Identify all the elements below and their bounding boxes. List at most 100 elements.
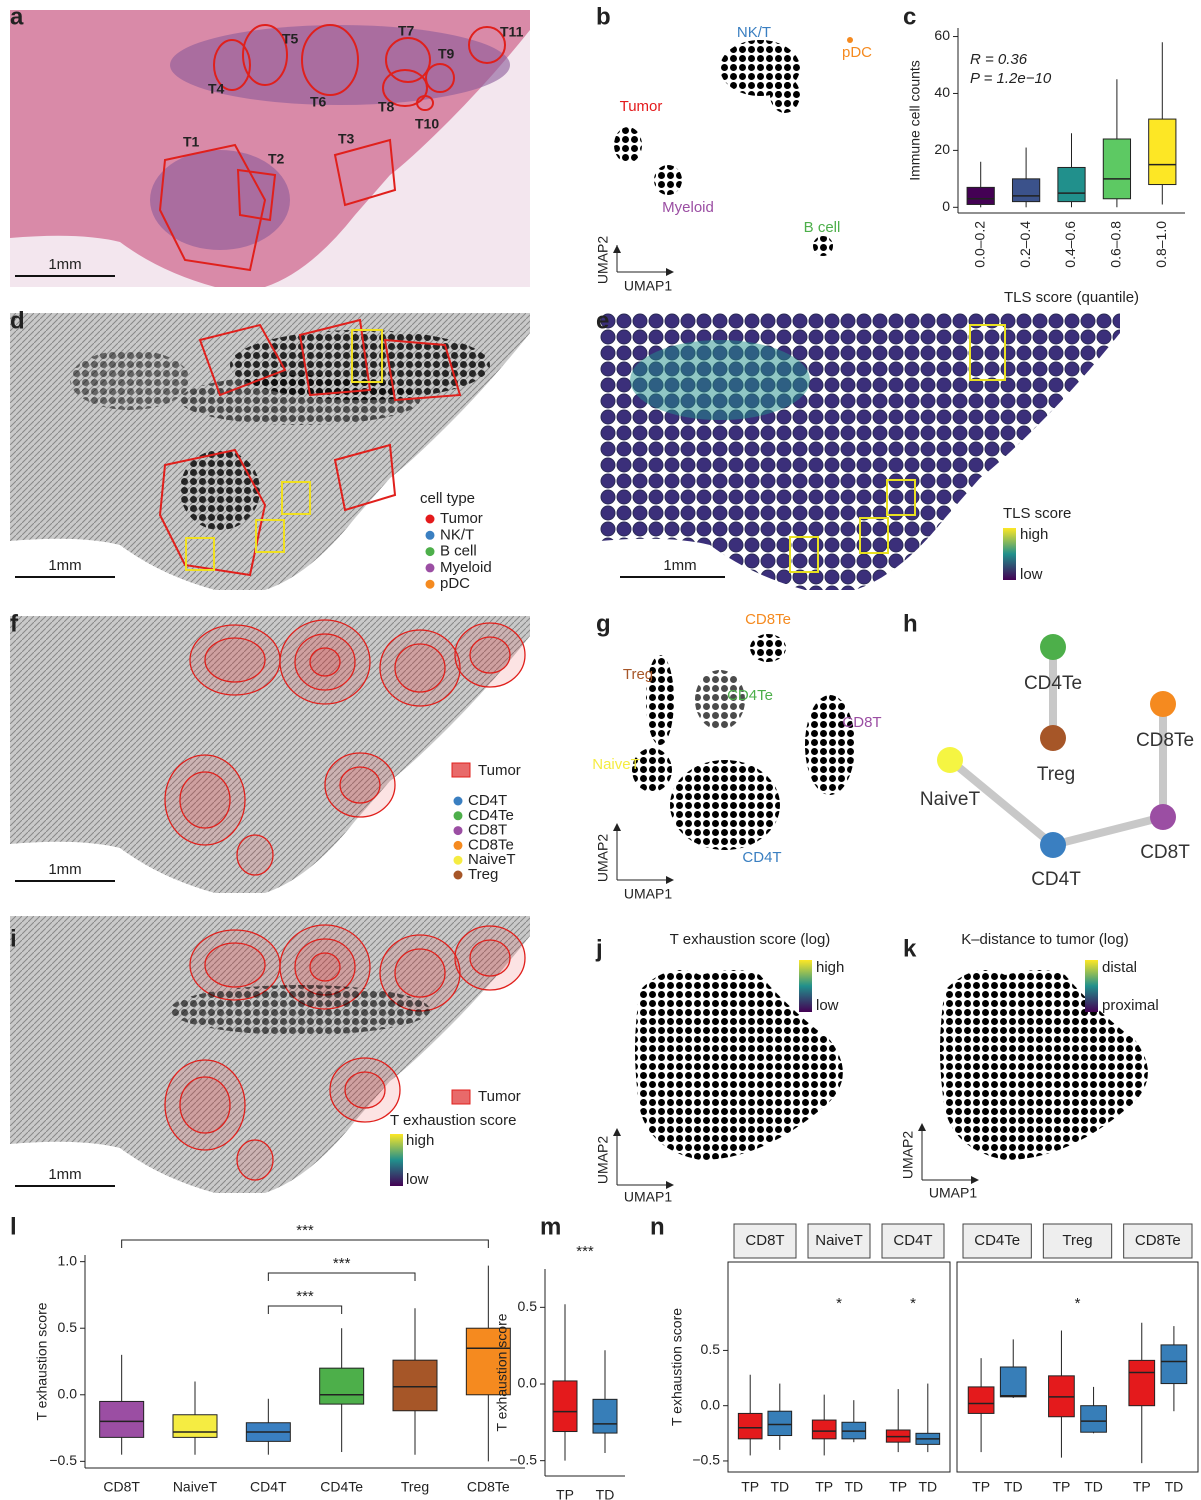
y-tick-label: −0.5 [509, 1451, 537, 1467]
region-label: T5 [282, 31, 299, 47]
node-label: CD4Te [1024, 673, 1082, 694]
graph-node [1040, 725, 1066, 751]
significance-bracket [121, 1239, 489, 1248]
scale-bar-label: 1mm [48, 861, 81, 878]
panel-b: NK/T pDC Tumor Myeloid B cell UMAP2 UMAP… [595, 24, 872, 294]
x-tick-label: CD8Te [467, 1479, 510, 1495]
tumor-contours [164, 619, 526, 876]
x-tick-label: 0.0–0.2 [971, 221, 987, 268]
x-tick-label: TP [741, 1479, 759, 1495]
legend-label: CD8Te [468, 836, 514, 853]
x-tick-label: TP [972, 1479, 990, 1495]
panel-letter: l [10, 1213, 17, 1240]
axis-label: UMAP2 [900, 1131, 916, 1179]
region-label: T7 [398, 23, 415, 39]
x-tick-label: 0.8–1.0 [1153, 221, 1169, 268]
panel-letter: b [596, 3, 611, 30]
cluster-label: CD8T [842, 714, 881, 731]
x-tick-label: TD [1084, 1479, 1103, 1495]
scale-bar-label: 1mm [48, 256, 81, 273]
significance-label: *** [333, 1255, 351, 1272]
annotation: P = 1.2e−10 [970, 70, 1052, 87]
legend-dot [425, 579, 435, 589]
legend-label: Treg [468, 866, 498, 883]
graph-node [937, 747, 963, 773]
y-tick-label: −0.5 [692, 1452, 720, 1468]
legend-dot [453, 796, 463, 806]
legend-label: NaiveT [468, 851, 516, 868]
tumor-outlines [158, 318, 462, 577]
facet-frame [727, 1261, 951, 1473]
axis-label: UMAP2 [595, 1136, 611, 1184]
box [319, 1367, 365, 1405]
annotation: R = 0.36 [970, 51, 1028, 68]
panel-title: T exhaustion score (log) [670, 931, 831, 948]
box [967, 1386, 995, 1414]
node-label: NaiveT [920, 789, 981, 810]
x-tick-label: Treg [401, 1479, 429, 1495]
x-tick-label: NaiveT [173, 1479, 218, 1495]
x-tick-label: TD [1165, 1479, 1184, 1495]
histology-patch [150, 150, 290, 250]
axis-label: UMAP2 [595, 834, 611, 882]
y-tick-label: 0.5 [701, 1341, 721, 1357]
facet-title: CD4Te [974, 1232, 1020, 1249]
axis-label: UMAP1 [624, 886, 672, 902]
panel-letter: f [10, 610, 19, 637]
panel-i: 1mm Tumor T exhaustion score high low [10, 916, 530, 1193]
node-label: CD4T [1031, 869, 1081, 890]
y-tick-label: 1.0 [58, 1252, 78, 1268]
box [552, 1380, 578, 1433]
panel-letter: m [540, 1213, 561, 1240]
annotation: * [836, 1295, 842, 1312]
box [966, 186, 995, 205]
cluster-blob [805, 695, 855, 795]
tls-high-area [630, 340, 810, 420]
y-axis-label: Immune cell counts [907, 60, 923, 181]
box [1102, 138, 1132, 200]
color-bar [1003, 528, 1016, 580]
box [1148, 118, 1177, 186]
node-label: CD8T [1140, 842, 1190, 863]
contour-key [451, 1089, 471, 1105]
box [1128, 1359, 1156, 1407]
cluster-blob [695, 670, 745, 730]
x-tick-label: CD4T [250, 1479, 287, 1495]
panel-d: 1mm TLS score high low [600, 313, 1120, 590]
cluster-blob [654, 165, 682, 195]
box [1080, 1405, 1107, 1433]
color-bar [1085, 960, 1098, 1012]
cluster-blob [770, 77, 800, 113]
panel-h: CD4Te Treg CD8Te NaiveT CD8T CD4T [920, 634, 1194, 890]
graph-edges [947, 647, 1167, 849]
facet-header [962, 1223, 1032, 1259]
cell-blob [180, 450, 260, 530]
cell-blob [170, 985, 430, 1035]
x-tick-label: 0.2–0.4 [1017, 221, 1033, 268]
panel-letter: k [903, 935, 917, 962]
legend-low: low [406, 1171, 429, 1188]
legend-dot [453, 855, 463, 865]
legend-title: TLS score [1003, 505, 1071, 522]
x-tick-label: TD [1004, 1479, 1023, 1495]
cluster-label: B cell [804, 219, 841, 236]
cell-blob [70, 350, 190, 410]
annotation: * [910, 1295, 916, 1312]
panel-k: K–distance to tumor (log) distal proxima… [900, 931, 1159, 1201]
box [999, 1366, 1027, 1398]
cluster-label: pDC [842, 44, 872, 61]
legend-dot [425, 563, 435, 573]
graph-node [1040, 832, 1066, 858]
cluster-blob [813, 236, 833, 256]
facet-title: Treg [1062, 1232, 1092, 1249]
y-tick-label: 60 [934, 27, 950, 43]
legend-label: CD8T [468, 822, 507, 839]
facet-header [807, 1223, 871, 1259]
region-label: T9 [438, 46, 455, 62]
x-axis-label: TLS score (quantile) [1004, 289, 1139, 306]
scale-bar-label: 1mm [48, 557, 81, 574]
legend-label: Myeloid [440, 559, 492, 576]
x-tick-label: TP [1052, 1479, 1070, 1495]
legend-label: CD4Te [468, 807, 514, 824]
